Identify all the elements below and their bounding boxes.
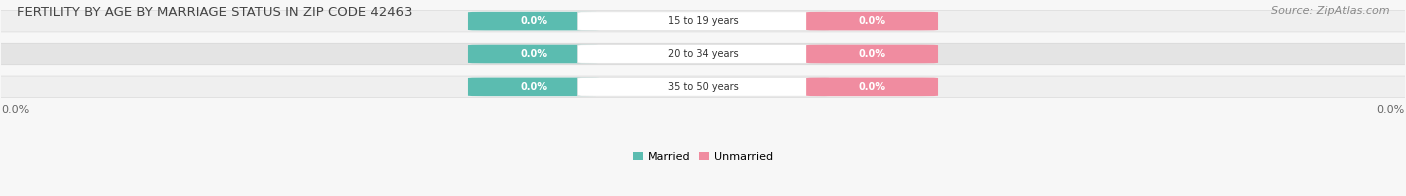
Text: 0.0%: 0.0% xyxy=(520,16,547,26)
FancyBboxPatch shape xyxy=(0,43,1406,65)
FancyBboxPatch shape xyxy=(806,12,938,30)
Text: 0.0%: 0.0% xyxy=(1,105,30,115)
Text: 0.0%: 0.0% xyxy=(859,49,886,59)
Text: 0.0%: 0.0% xyxy=(1376,105,1405,115)
FancyBboxPatch shape xyxy=(468,45,600,63)
FancyBboxPatch shape xyxy=(578,45,828,63)
FancyBboxPatch shape xyxy=(578,12,828,30)
FancyBboxPatch shape xyxy=(806,78,938,96)
FancyBboxPatch shape xyxy=(806,45,938,63)
FancyBboxPatch shape xyxy=(0,10,1406,32)
Text: 35 to 50 years: 35 to 50 years xyxy=(668,82,738,92)
FancyBboxPatch shape xyxy=(0,76,1406,98)
Text: 0.0%: 0.0% xyxy=(520,82,547,92)
FancyBboxPatch shape xyxy=(468,78,600,96)
Text: 0.0%: 0.0% xyxy=(520,49,547,59)
Text: 15 to 19 years: 15 to 19 years xyxy=(668,16,738,26)
Text: Source: ZipAtlas.com: Source: ZipAtlas.com xyxy=(1271,6,1389,16)
FancyBboxPatch shape xyxy=(468,12,600,30)
FancyBboxPatch shape xyxy=(578,78,828,96)
Text: FERTILITY BY AGE BY MARRIAGE STATUS IN ZIP CODE 42463: FERTILITY BY AGE BY MARRIAGE STATUS IN Z… xyxy=(17,6,412,19)
Text: 20 to 34 years: 20 to 34 years xyxy=(668,49,738,59)
Text: 0.0%: 0.0% xyxy=(859,82,886,92)
Legend: Married, Unmarried: Married, Unmarried xyxy=(628,147,778,166)
Text: 0.0%: 0.0% xyxy=(859,16,886,26)
